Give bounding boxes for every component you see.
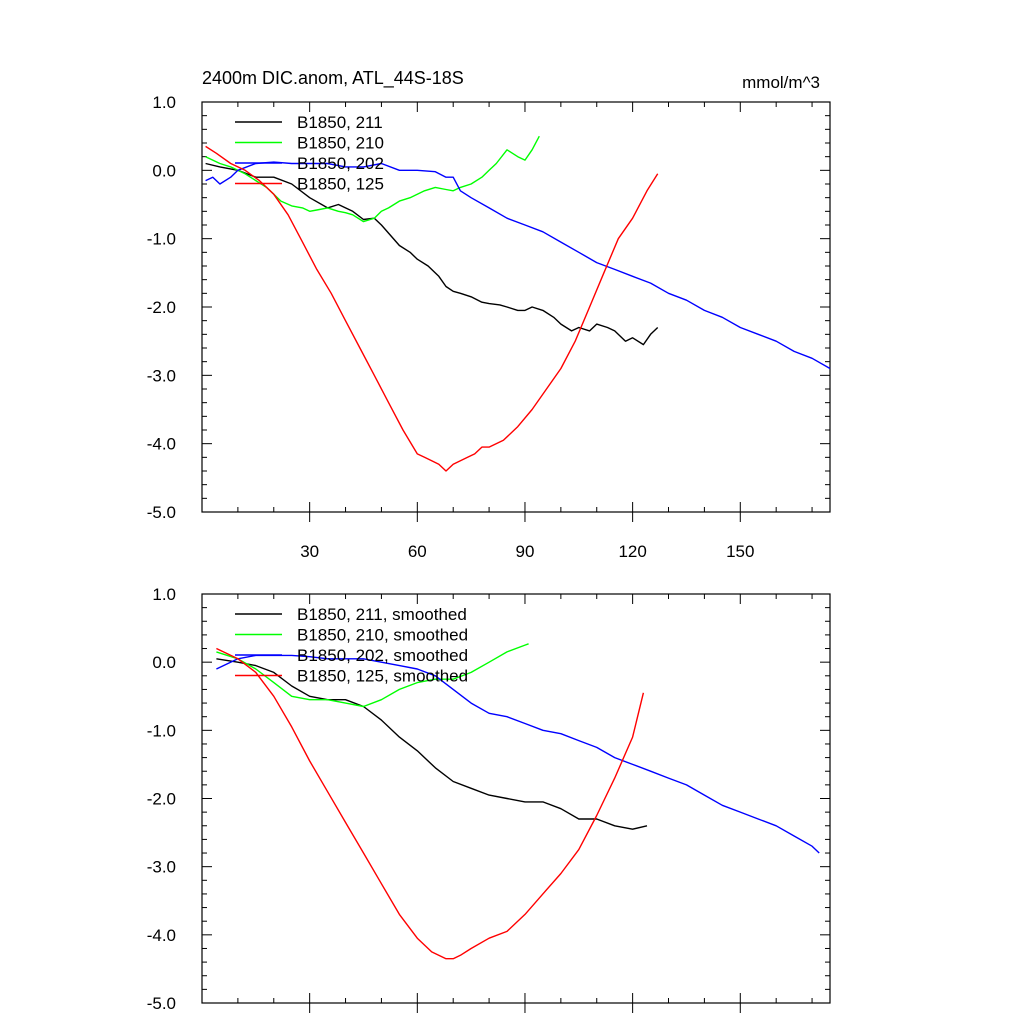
legend-label: B1850, 210, smoothed [297, 626, 468, 645]
legend-label: B1850, 211 [297, 113, 383, 132]
y-tick-label: -3.0 [147, 858, 176, 877]
y-tick-label: -2.0 [147, 298, 176, 317]
y-tick-label: -2.0 [147, 790, 176, 809]
y-tick-label: -4.0 [147, 435, 176, 454]
legend-label: B1850, 125, smoothed [297, 667, 468, 686]
x-tick-label: 60 [408, 542, 427, 561]
series-line-3 [216, 647, 645, 960]
series-line-2 [205, 161, 831, 370]
y-tick-label: -3.0 [147, 366, 176, 385]
y-tick-label: -5.0 [147, 503, 176, 522]
top-panel: -5.0 -4.0 -3.0 -2.0 -1.0 0.0 1.0 30 60 90 120 150 24… [147, 68, 831, 561]
series-line-2 [216, 654, 820, 854]
chart-title: 2400m DIC.anom, ATL_44S-18S [202, 68, 464, 89]
y-tick-label: 0.0 [152, 161, 176, 180]
series-line-0 [205, 162, 659, 346]
series-line-0 [216, 658, 648, 830]
series-line-3 [205, 145, 659, 472]
units-label: mmol/m^3 [742, 73, 820, 92]
x-tick-label: 90 [516, 542, 535, 561]
legend-label: B1850, 210 [297, 134, 384, 153]
bottom-panel: -5.0 -4.0 -3.0 -2.0 -1.0 0.0 1.0 B1850, 211, sm… [147, 585, 831, 1013]
y-tick-label: -1.0 [147, 721, 176, 740]
x-tick-label: 150 [726, 542, 754, 561]
y-tick-label: -5.0 [147, 994, 176, 1013]
y-tick-label: 1.0 [152, 585, 176, 604]
legend-label: B1850, 202, smoothed [297, 646, 468, 665]
y-tick-label: -4.0 [147, 926, 176, 945]
x-tick-label: 120 [618, 542, 646, 561]
series-line-1 [216, 643, 529, 708]
y-tick-label: -1.0 [147, 230, 176, 249]
x-tick-label: 30 [300, 542, 319, 561]
legend-label: B1850, 202 [297, 154, 384, 173]
legend-label: B1850, 125 [297, 175, 384, 194]
y-tick-label: 0.0 [152, 653, 176, 672]
legend-label: B1850, 211, smoothed [297, 605, 467, 624]
y-tick-label: 1.0 [152, 93, 176, 112]
